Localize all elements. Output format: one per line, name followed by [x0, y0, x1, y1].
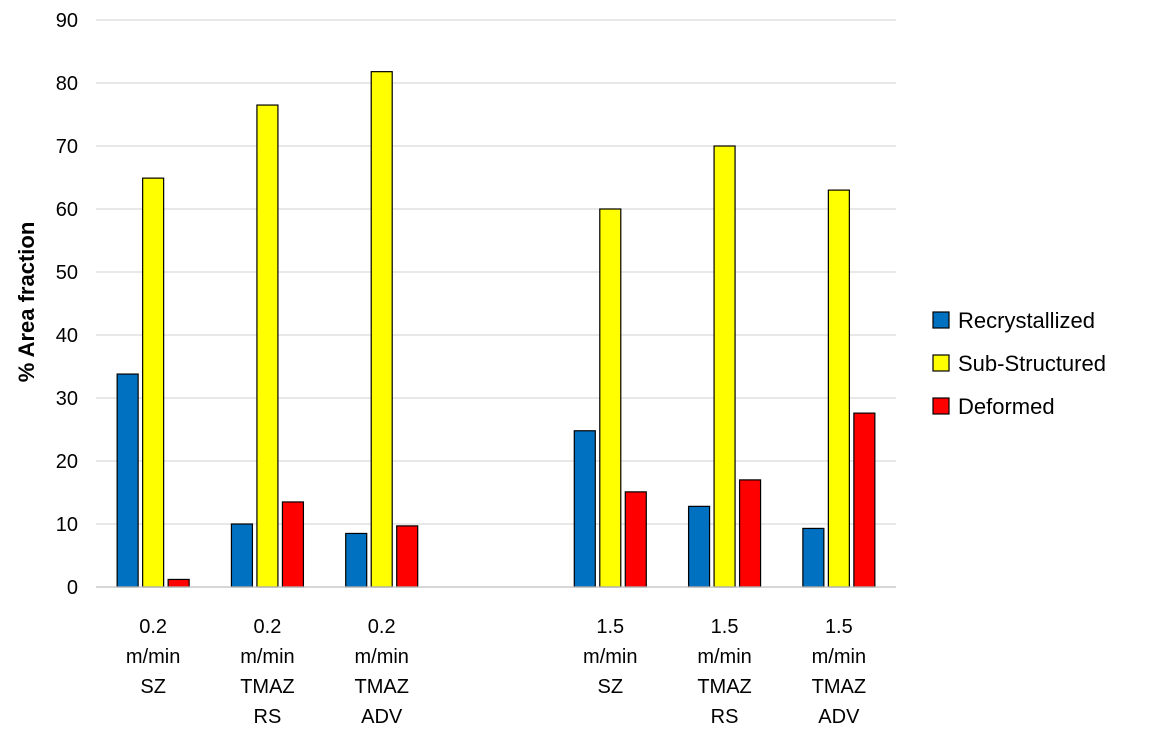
x-category-label: TMAZ	[240, 676, 294, 698]
bar-recrystallized-4	[573, 430, 596, 588]
x-category-label: 1.5	[596, 616, 624, 638]
x-category-label: m/min	[583, 646, 637, 668]
x-category-label: SZ	[598, 676, 624, 698]
legend-label: Recrystallized	[958, 308, 1095, 333]
bar-recrystallized-6	[802, 527, 825, 588]
x-category-label: m/min	[354, 646, 408, 668]
x-category-label: TMAZ	[354, 676, 408, 698]
bar-recrystallized-0	[116, 373, 139, 588]
y-tick-label: 70	[56, 136, 78, 158]
category-labels: 0.2 m/min SZ 0.2 m/min TMAZ RS 0.2 m/min TMAZ ADV 1…	[126, 616, 866, 728]
bar-sub-structured-4	[599, 208, 622, 588]
bar-sub-structured-0	[142, 177, 165, 588]
bars	[116, 71, 876, 588]
bar-deformed-4	[624, 491, 647, 588]
legend-label: Sub-Structured	[958, 351, 1106, 376]
x-category-label: 0.2	[139, 616, 167, 638]
y-tick-label: 50	[56, 262, 78, 284]
bar-recrystallized-2	[345, 532, 368, 588]
legend-swatch	[932, 354, 950, 372]
y-tick-label: 80	[56, 73, 78, 95]
x-category-label: RS	[254, 706, 282, 728]
bar-sub-structured-2	[370, 71, 393, 588]
x-category-label: TMAZ	[697, 676, 751, 698]
y-tick-label: 60	[56, 199, 78, 221]
y-tick-label: 0	[67, 577, 78, 599]
y-tick-label: 90	[56, 10, 78, 32]
x-category-label: ADV	[361, 706, 403, 728]
x-category-label: m/min	[697, 646, 751, 668]
y-tick-label: 10	[56, 514, 78, 536]
gridlines	[96, 19, 896, 525]
bar-recrystallized-5	[687, 505, 711, 588]
bar-sub-structured-6	[827, 189, 850, 588]
x-category-label: TMAZ	[812, 676, 866, 698]
x-category-label: SZ	[140, 676, 166, 698]
bar-deformed-0	[167, 578, 190, 588]
bar-deformed-5	[738, 479, 762, 588]
y-axis-label: % Area fraction	[14, 222, 39, 383]
x-category-label: 0.2	[254, 616, 282, 638]
x-category-label: ADV	[818, 706, 860, 728]
legend-swatch	[932, 397, 950, 415]
x-category-label: 1.5	[825, 616, 853, 638]
y-tick-label: 40	[56, 325, 78, 347]
y-tick-label: 30	[56, 388, 78, 410]
y-tick-label: 20	[56, 451, 78, 473]
legend-swatch	[932, 311, 950, 329]
bar-deformed-2	[396, 525, 419, 588]
x-category-label: m/min	[126, 646, 180, 668]
legend: Recrystallized Sub-Structured Deformed	[932, 308, 1106, 419]
x-category-label: m/min	[240, 646, 294, 668]
x-category-label: m/min	[812, 646, 866, 668]
y-axis-ticks: 0 10 20 30 40 50 60 70 80 90	[56, 10, 78, 599]
bar-sub-structured-5	[713, 145, 736, 588]
x-category-label: 0.2	[368, 616, 396, 638]
x-category-label: RS	[711, 706, 739, 728]
bar-sub-structured-1	[256, 104, 279, 588]
bar-deformed-6	[853, 412, 876, 588]
bar-deformed-1	[281, 501, 305, 588]
legend-label: Deformed	[958, 394, 1055, 419]
bar-recrystallized-1	[230, 523, 254, 588]
x-category-label: 1.5	[711, 616, 739, 638]
